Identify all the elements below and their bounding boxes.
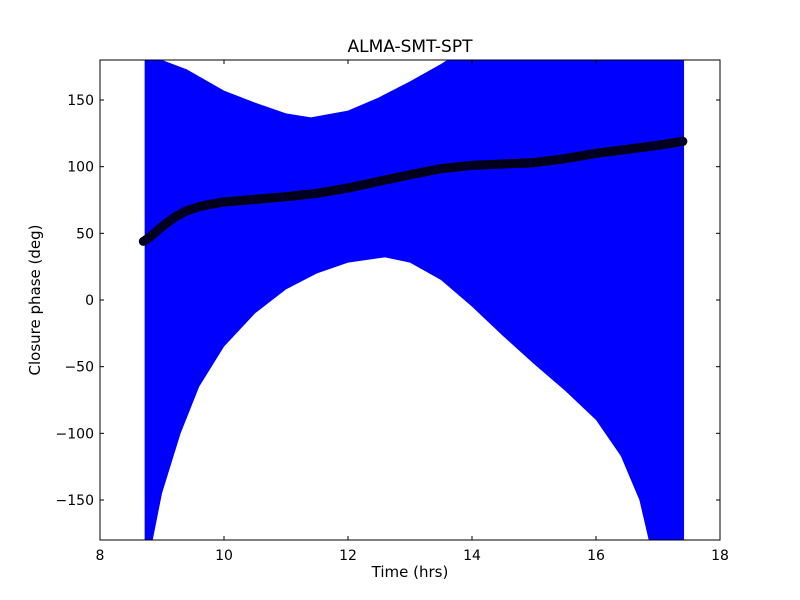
y-tick-label: 100 <box>67 160 94 176</box>
axis-ticks-layer: 8 10 12 14 16 18 −150 −100 −50 0 50 100 150 <box>56 60 729 564</box>
y-axis-label: Closure phase (deg) <box>26 225 44 376</box>
x-tick-label: 16 <box>587 548 605 564</box>
x-axis-label: Time (hrs) <box>371 563 449 581</box>
x-tick-label: 18 <box>711 548 729 564</box>
x-tick-label: 12 <box>339 548 357 564</box>
y-tick-label: −150 <box>56 493 94 509</box>
data-points-layer <box>138 136 688 246</box>
data-point-trail <box>675 137 686 147</box>
chart-title: ALMA-SMT-SPT <box>347 37 473 57</box>
error-band <box>144 60 685 540</box>
x-tick-label: 10 <box>215 548 233 564</box>
y-tick-label: 0 <box>85 293 94 309</box>
y-tick-label: 50 <box>76 226 94 242</box>
x-tick-label: 14 <box>463 548 481 564</box>
y-tick-label: −100 <box>56 426 94 442</box>
y-tick-label: −50 <box>64 360 94 376</box>
x-tick-label: 8 <box>96 548 105 564</box>
y-tick-label: 150 <box>67 93 94 109</box>
error-band-layer <box>144 60 685 540</box>
